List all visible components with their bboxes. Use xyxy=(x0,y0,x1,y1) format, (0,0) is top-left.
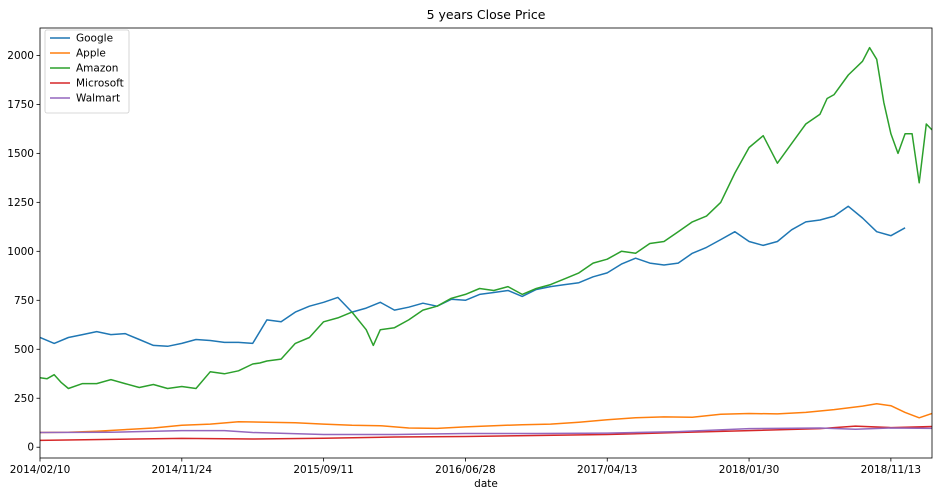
x-tick-label: 2014/11/24 xyxy=(152,464,213,476)
y-axis: 0 250 500 750 1000 1250 1500 1750 2000 xyxy=(7,50,40,454)
x-tick-label: 2017/04/13 xyxy=(577,464,638,476)
x-tick-label: 2015/09/11 xyxy=(293,464,354,476)
series-line-google xyxy=(40,205,906,348)
y-tick-label: 1750 xyxy=(7,99,34,111)
y-tick-label: 2000 xyxy=(7,50,34,62)
y-tick-label: 0 xyxy=(27,442,34,454)
series-line-amazon xyxy=(40,46,932,390)
y-tick-label: 250 xyxy=(14,393,34,405)
chart-title: 5 years Close Price xyxy=(427,7,546,22)
legend-box xyxy=(44,29,130,114)
plot-frame xyxy=(39,27,933,459)
x-axis-label: date xyxy=(474,478,498,490)
series-line-apple xyxy=(40,402,932,434)
x-axis: 2014/02/10 2014/11/24 2015/09/11 2016/06/28… xyxy=(10,458,921,476)
y-tick-label: 1500 xyxy=(7,148,34,160)
x-tick-label: 2018/11/13 xyxy=(861,464,922,476)
x-tick-label: 2018/01/30 xyxy=(719,464,780,476)
x-tick-label: 2014/02/10 xyxy=(10,464,71,476)
y-tick-label: 500 xyxy=(14,344,34,356)
legend-label-microsoft: Microsoft xyxy=(76,78,124,90)
legend-label-apple: Apple xyxy=(76,48,106,60)
y-tick-label: 1250 xyxy=(7,197,34,209)
plot-lines xyxy=(40,46,932,442)
legend-label-walmart: Walmart xyxy=(76,93,120,105)
y-tick-label: 750 xyxy=(14,295,34,307)
x-tick-label: 2016/06/28 xyxy=(435,464,496,476)
y-tick-label: 1000 xyxy=(7,246,34,258)
legend: Google Apple Amazon Microsoft Walmart xyxy=(44,29,130,114)
series-line-walmart xyxy=(40,427,932,436)
legend-label-google: Google xyxy=(76,33,113,45)
series-line-microsoft xyxy=(40,425,932,442)
legend-label-amazon: Amazon xyxy=(76,63,118,75)
